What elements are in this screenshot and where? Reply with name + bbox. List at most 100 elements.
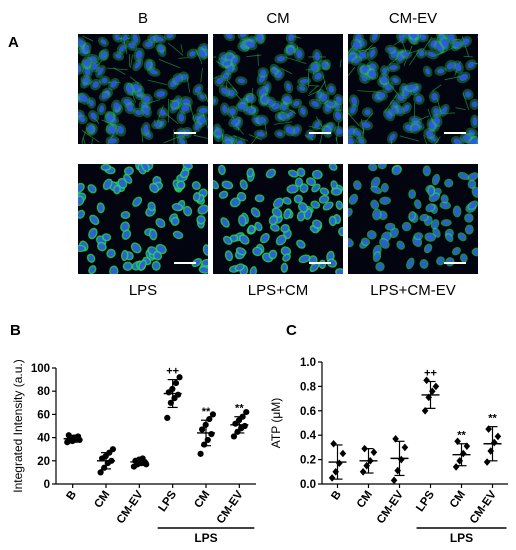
significance-label: ++	[166, 366, 179, 378]
x-tick-label: B	[329, 489, 344, 503]
data-point	[456, 457, 463, 465]
label-b: B	[137, 10, 148, 27]
group-label: LPS	[450, 531, 473, 545]
data-point	[359, 468, 367, 476]
micrograph-lps	[78, 164, 208, 274]
data-point	[206, 415, 213, 423]
micrograph-lps-cm-ev	[348, 164, 478, 274]
data-point	[239, 413, 246, 420]
data-point	[143, 461, 150, 468]
data-point	[164, 414, 171, 421]
data-point	[432, 382, 440, 391]
y-tick-label: 100	[31, 363, 50, 375]
data-point	[209, 411, 216, 418]
significance-label: **	[202, 406, 211, 418]
data-point	[363, 461, 370, 470]
panel-a-letter: A	[8, 34, 19, 51]
scale-bar	[309, 132, 331, 134]
data-point	[101, 464, 108, 471]
y-tick-label: 0.6	[300, 406, 316, 418]
data-point	[425, 393, 432, 402]
data-point	[370, 448, 378, 457]
data-point	[332, 468, 339, 476]
data-point	[201, 441, 208, 448]
data-point	[401, 443, 409, 452]
micrograph-cm-ev	[348, 34, 478, 144]
x-tick-label: CM-EV	[375, 489, 406, 527]
x-tick-label: LPS	[414, 489, 437, 514]
label-cm-ev: CM-EV	[388, 10, 438, 27]
panel-c-letter: C	[286, 322, 297, 339]
label-lps-cm-ev: LPS+CM-EV	[370, 282, 456, 299]
data-point	[485, 425, 492, 433]
y-tick-label: 0.4	[300, 430, 317, 442]
data-point	[109, 446, 116, 453]
data-point	[487, 447, 494, 455]
data-point	[197, 450, 204, 457]
data-point	[169, 385, 176, 392]
data-point	[139, 455, 146, 462]
label-lps: LPS	[128, 282, 158, 299]
data-point	[390, 476, 398, 485]
data-point	[65, 432, 72, 439]
scale-bar	[444, 262, 466, 264]
data-point	[202, 421, 209, 428]
x-tick-label: CM-EV	[468, 489, 499, 527]
data-point	[204, 436, 211, 444]
label-lps-cm: LPS+CM	[247, 282, 309, 299]
data-point	[398, 455, 405, 464]
data-point	[172, 379, 180, 387]
micrograph-b	[78, 34, 208, 144]
data-point	[494, 432, 502, 441]
y-tick-label: 80	[37, 386, 50, 398]
x-tick-label: CM-EV	[215, 489, 246, 527]
y-tick-label: 0.2	[300, 455, 316, 467]
data-point	[491, 438, 498, 447]
data-point	[361, 444, 368, 453]
scale-bar	[174, 262, 196, 264]
y-axis-label: ATP (μM)	[269, 398, 283, 448]
data-point	[176, 374, 183, 381]
y-tick-label: 1.0	[300, 357, 316, 369]
x-tick-label: CM	[192, 489, 212, 511]
data-point	[330, 439, 337, 448]
data-point	[328, 474, 336, 482]
data-point	[463, 442, 471, 450]
data-point	[483, 458, 491, 466]
data-point	[243, 408, 250, 416]
data-point	[174, 391, 182, 398]
x-tick-label: CM-EV	[115, 489, 146, 527]
label-cm: CM	[266, 10, 290, 27]
scale-bar	[174, 132, 196, 134]
data-point	[199, 426, 206, 433]
x-tick-label: CM	[92, 489, 112, 511]
y-tick-label: 0.8	[300, 381, 317, 393]
data-point	[452, 463, 460, 471]
data-point	[394, 466, 401, 475]
data-point	[108, 457, 115, 464]
intensity-chart: 0 20 40 60 80 100 Integrated Intensity (a.u.) B…	[11, 359, 256, 545]
significance-label: **	[457, 430, 466, 442]
y-tick-label: 60	[37, 409, 50, 421]
x-tick-label: CM	[448, 489, 468, 511]
data-point	[241, 422, 248, 430]
x-tick-label: LPS	[156, 489, 179, 514]
y-tick-label: 20	[37, 456, 50, 468]
y-tick-label: 0.0	[300, 479, 316, 491]
data-point	[339, 449, 347, 458]
x-tick-label: CM	[355, 489, 375, 511]
data-point	[336, 459, 343, 468]
group-label: LPS	[194, 531, 217, 545]
data-point	[167, 399, 174, 406]
x-tick-label: B	[65, 489, 80, 503]
data-point	[208, 431, 215, 438]
significance-label: **	[235, 403, 244, 415]
y-axis-label: Integrated Intensity (a.u.)	[11, 359, 25, 492]
significance-label: **	[488, 413, 497, 425]
y-tick-label: 40	[37, 433, 50, 445]
data-point	[460, 449, 467, 458]
scale-bar	[309, 262, 331, 264]
scale-bar	[444, 132, 466, 134]
significance-label: ++	[424, 368, 437, 380]
